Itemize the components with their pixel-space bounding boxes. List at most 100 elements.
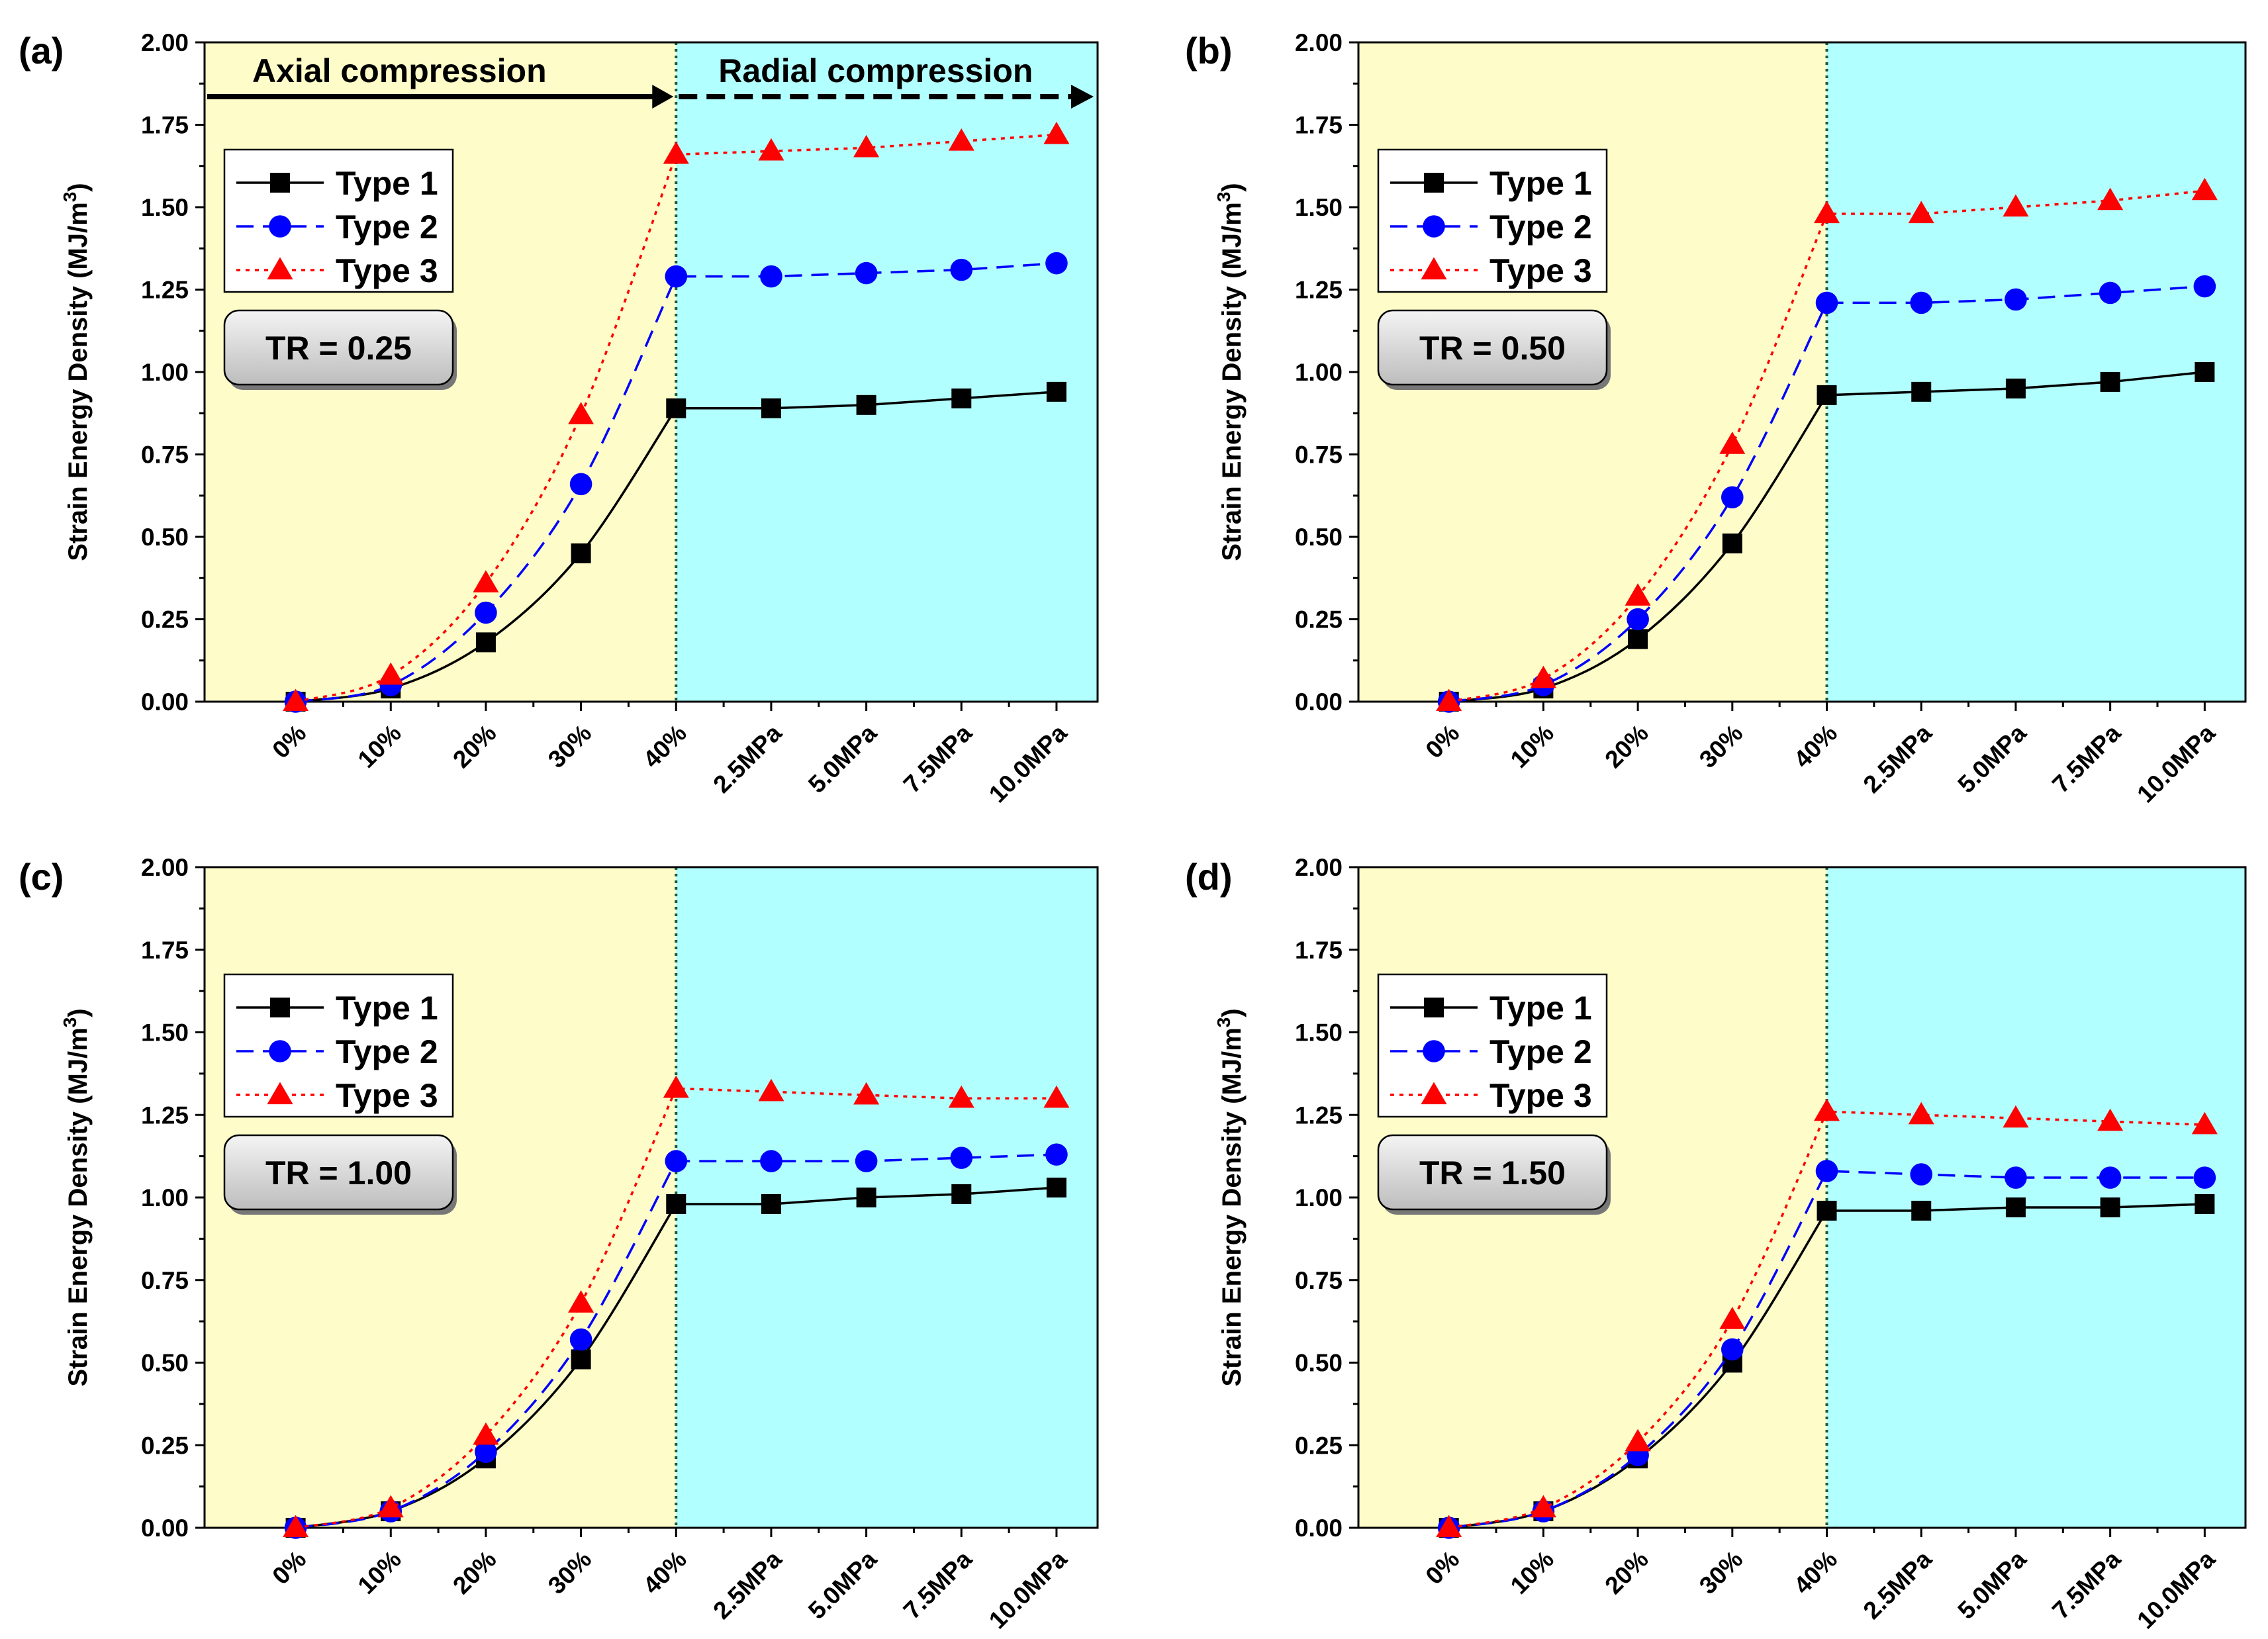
- x-tick-label: 7.5MPa: [2047, 719, 2126, 798]
- x-tick-label: 30%: [1694, 720, 1748, 773]
- x-tick-label: 40%: [638, 1546, 692, 1599]
- x-tick-label: 10%: [353, 1546, 406, 1599]
- legend-marker-type-3: [267, 1082, 293, 1105]
- data-point-type-2: [569, 1328, 592, 1351]
- chart-panel-3: 0.00 0.25 0.50 0.75 1.00 1.25 1.50 1.75 2.00 0% 10…: [19, 854, 1099, 1634]
- y-tick-label: 1.25: [1295, 277, 1343, 304]
- y-tick-label: 0.00: [141, 1515, 189, 1542]
- y-tick-label: 0.00: [141, 688, 189, 716]
- legend-label-type-1: Type 1: [336, 165, 438, 202]
- data-point-type-2: [2099, 1166, 2122, 1189]
- radial-compression-label: Radial compression: [718, 52, 1033, 89]
- x-tick-label: 30%: [543, 1546, 596, 1599]
- data-point-type-1: [761, 1194, 781, 1214]
- data-point-type-1: [2005, 1197, 2026, 1217]
- x-tick-label: 0%: [267, 720, 311, 764]
- data-point-type-1: [666, 1194, 686, 1214]
- x-tick-label: 30%: [1694, 1546, 1748, 1599]
- data-point-type-3: [377, 1495, 404, 1518]
- y-tick-label: 0.50: [1295, 524, 1343, 551]
- y-tick-label: 0.25: [141, 606, 189, 633]
- legend-label-type-1: Type 1: [1489, 165, 1592, 202]
- data-point-type-2: [760, 1150, 782, 1172]
- series-type-3: [1436, 1098, 2218, 1538]
- data-point-type-3: [663, 141, 689, 164]
- x-tick-label: 10%: [1505, 720, 1559, 773]
- y-axis-label: Strain Energy Density (MJ/m3): [1213, 1008, 1247, 1386]
- tr-badge: [1377, 309, 1608, 386]
- data-point-type-3: [1719, 1307, 1746, 1329]
- x-tick-label: 10%: [1505, 1546, 1559, 1599]
- data-point-type-3: [2097, 187, 2124, 211]
- data-point-type-2: [665, 1150, 688, 1172]
- x-tick-label: 40%: [1789, 720, 1842, 773]
- legend-label-type-2: Type 2: [1489, 1033, 1592, 1070]
- data-point-type-2: [475, 601, 497, 624]
- data-point-type-1: [761, 398, 781, 418]
- legend-label-type-3: Type 3: [1489, 252, 1592, 289]
- data-point-type-3: [1813, 201, 1840, 224]
- y-tick-label: 1.75: [141, 112, 189, 139]
- data-point-type-1: [1046, 381, 1066, 402]
- data-point-type-3: [1436, 688, 1462, 712]
- data-point-type-2: [1910, 291, 1933, 314]
- y-tick-label: 1.00: [141, 1184, 189, 1211]
- data-point-type-3: [283, 688, 309, 712]
- series-line-type-1: [1448, 1203, 2205, 1529]
- y-tick-label: 1.25: [141, 1101, 189, 1129]
- chart-panel-2: 0.00 0.25 0.50 0.75 1.00 1.25 1.50 1.75 2.00 0% 10…: [1185, 29, 2247, 808]
- legend-marker-type-2: [269, 1040, 291, 1062]
- data-point-type-3: [1908, 201, 1934, 224]
- data-point-type-2: [1910, 1163, 1933, 1186]
- legend-marker-type-1: [1424, 998, 1444, 1017]
- y-tick-label: 2.00: [1295, 854, 1343, 881]
- data-point-type-3: [948, 1085, 974, 1108]
- data-point-type-1: [1628, 629, 1648, 649]
- series-type-3: [283, 1075, 1070, 1538]
- data-point-type-3: [1625, 583, 1651, 606]
- data-point-type-3: [2191, 1111, 2218, 1135]
- data-point-type-3: [377, 662, 404, 685]
- data-point-type-2: [2005, 1166, 2027, 1189]
- legend-box: [1377, 973, 1608, 1118]
- legend-marker-type-1: [270, 173, 290, 193]
- x-tick-label: 20%: [1599, 1546, 1653, 1599]
- legend: Type 1 Type 2 Type 3: [1377, 973, 1608, 1118]
- y-axis-label: Strain Energy Density (MJ/m3): [60, 183, 93, 561]
- tr-badge-label: TR = 1.00: [265, 1154, 412, 1192]
- data-point-type-3: [2003, 1105, 2029, 1128]
- data-point-type-3: [948, 128, 974, 151]
- series-type-3: [1436, 177, 2218, 712]
- y-tick-label: 0.50: [141, 524, 189, 551]
- series-line-type-3: [295, 1087, 1057, 1529]
- data-point-type-3: [1043, 121, 1070, 144]
- radial-region: [1826, 867, 2245, 1528]
- data-point-type-1: [1911, 1200, 1932, 1221]
- legend-marker-type-3: [1421, 257, 1447, 280]
- data-point-type-1: [1911, 381, 1932, 402]
- y-tick-label: 2.00: [1295, 29, 1343, 56]
- data-point-type-3: [473, 1422, 499, 1445]
- data-point-type-3: [2191, 177, 2218, 201]
- data-point-type-3: [853, 1082, 880, 1105]
- chart-panel-1: 0.00 0.25 0.50 0.75 1.00 1.25 1.50 1.75 2.00 0% 10…: [19, 29, 1099, 808]
- y-tick-label: 1.50: [1295, 194, 1343, 221]
- legend-label-type-3: Type 3: [336, 252, 438, 289]
- data-point-type-1: [2195, 362, 2215, 382]
- data-point-type-2: [855, 1150, 878, 1172]
- data-point-type-2: [1045, 1143, 1068, 1166]
- series-line-type-2: [1448, 1170, 2205, 1529]
- y-axis-label: Strain Energy Density (MJ/m3): [1213, 183, 1247, 561]
- data-point-type-1: [1722, 533, 1742, 553]
- legend: Type 1 Type 2 Type 3: [223, 148, 454, 293]
- data-point-type-3: [568, 402, 594, 424]
- data-point-type-2: [2005, 288, 2027, 311]
- x-tick-label: 7.5MPa: [898, 719, 977, 798]
- tr-badge: [223, 1134, 454, 1211]
- y-tick-label: 0.50: [141, 1350, 189, 1377]
- legend-label-type-2: Type 2: [1489, 209, 1592, 246]
- data-point-type-1: [475, 632, 496, 653]
- series-line-type-3: [1448, 1110, 2205, 1529]
- x-tick-label: 0%: [1421, 1546, 1465, 1590]
